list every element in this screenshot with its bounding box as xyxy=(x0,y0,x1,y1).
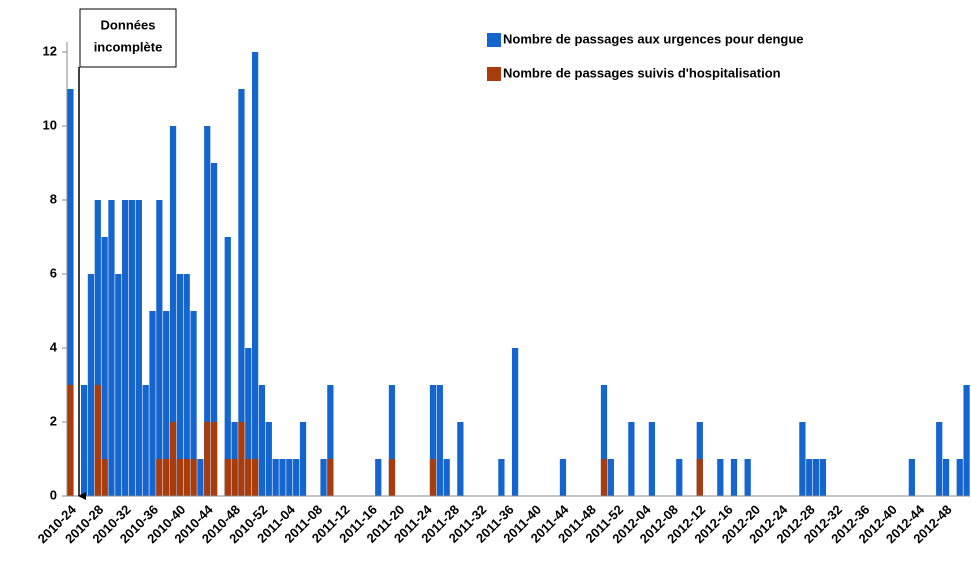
y-tick-label: 8 xyxy=(50,191,57,206)
bar xyxy=(388,459,396,496)
bar xyxy=(429,459,437,496)
y-tick-label: 4 xyxy=(50,339,58,354)
bar xyxy=(963,385,970,496)
bar xyxy=(799,422,806,496)
bar xyxy=(717,459,724,496)
bar xyxy=(956,459,963,496)
bar xyxy=(457,422,464,496)
bar xyxy=(238,89,245,496)
bar xyxy=(190,311,197,496)
bar xyxy=(190,459,197,496)
legend-label: Nombre de passages aux urgences pour den… xyxy=(503,31,804,46)
bar xyxy=(108,200,115,496)
bar xyxy=(163,459,170,496)
bar xyxy=(299,422,307,496)
bar xyxy=(231,459,238,496)
bar xyxy=(169,126,177,496)
bar xyxy=(87,274,95,496)
bar xyxy=(730,459,738,496)
bar xyxy=(163,311,170,496)
bar xyxy=(429,385,437,496)
bar xyxy=(135,200,142,496)
bar xyxy=(293,459,300,496)
bar xyxy=(607,459,614,496)
annotation-text: incomplète xyxy=(94,39,163,54)
bar xyxy=(806,459,813,496)
bar xyxy=(936,422,943,496)
bar xyxy=(327,385,334,496)
bar xyxy=(744,459,751,496)
bar xyxy=(142,385,149,496)
bar xyxy=(600,459,608,496)
bar xyxy=(224,459,231,496)
bar xyxy=(388,385,396,496)
bar xyxy=(238,422,245,496)
bar xyxy=(942,459,950,496)
bar xyxy=(279,459,286,496)
bar xyxy=(94,385,101,496)
bar xyxy=(252,459,259,496)
bar xyxy=(511,348,519,496)
bar xyxy=(67,385,74,496)
bar xyxy=(80,385,88,496)
bar xyxy=(265,422,272,496)
bar xyxy=(204,422,211,496)
bar xyxy=(696,459,703,496)
y-tick-label: 12 xyxy=(43,43,57,58)
bar xyxy=(94,200,101,496)
bar xyxy=(115,274,122,496)
bar xyxy=(197,459,204,496)
bar xyxy=(245,348,252,496)
bar xyxy=(258,385,266,496)
bar xyxy=(149,311,156,496)
bar xyxy=(204,126,211,496)
bar xyxy=(210,163,218,496)
bar xyxy=(648,422,656,496)
bar xyxy=(819,459,827,496)
bar xyxy=(908,459,915,496)
bar xyxy=(272,459,279,496)
bar xyxy=(498,459,505,496)
bar xyxy=(169,422,177,496)
bar xyxy=(320,459,327,496)
y-tick-label: 10 xyxy=(43,117,57,132)
bar xyxy=(176,459,183,496)
bar xyxy=(245,459,252,496)
y-tick-label: 0 xyxy=(50,487,57,502)
legend-label: Nombre de passages suivis d'hospitalisat… xyxy=(503,65,781,80)
bar xyxy=(176,274,183,496)
annotation-box xyxy=(79,8,177,68)
bar xyxy=(375,459,382,496)
y-tick-label: 6 xyxy=(50,265,57,280)
bar xyxy=(101,237,108,496)
bar xyxy=(67,89,74,496)
bar xyxy=(676,459,683,496)
bar xyxy=(128,200,136,496)
bar xyxy=(436,385,443,496)
bar xyxy=(210,422,218,496)
legend-swatch xyxy=(487,67,501,81)
bar xyxy=(327,459,334,496)
bar xyxy=(224,237,231,496)
bar xyxy=(628,422,635,496)
bar xyxy=(443,459,450,496)
bar xyxy=(812,459,820,496)
bar xyxy=(183,274,190,496)
y-tick-label: 2 xyxy=(50,413,57,428)
annotation-text: Données xyxy=(101,17,156,32)
bar xyxy=(559,459,567,496)
bar xyxy=(183,459,190,496)
bar xyxy=(156,459,163,496)
bar xyxy=(156,200,163,496)
bar xyxy=(600,385,608,496)
bar xyxy=(122,200,129,496)
legend-swatch xyxy=(487,33,501,47)
bar xyxy=(286,459,293,496)
bar xyxy=(101,459,108,496)
bar xyxy=(252,52,259,496)
